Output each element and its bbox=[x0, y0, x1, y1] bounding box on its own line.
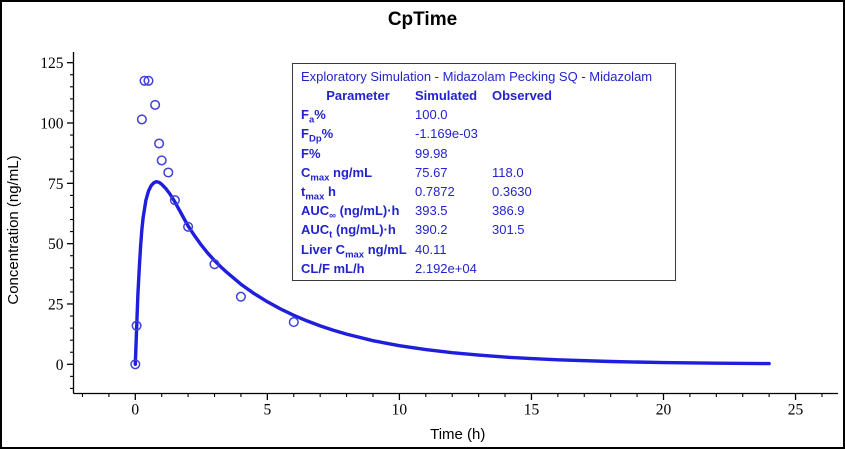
observed-point bbox=[163, 167, 174, 178]
column-header-observed: Observed bbox=[492, 88, 552, 103]
y-tick-label: 100 bbox=[40, 116, 64, 133]
y-tick-label: 25 bbox=[48, 296, 64, 313]
axes bbox=[72, 52, 838, 395]
parameter-row-simulated: 100.0 bbox=[415, 107, 448, 123]
x-axis-ticks: 0 5 10 15 20 25 bbox=[81, 393, 823, 419]
parameter-row-observed: 386.9 bbox=[492, 203, 525, 219]
observed-point bbox=[139, 75, 150, 86]
x-tick-label: 10 bbox=[392, 402, 408, 419]
parameter-row-simulated: 40.11 bbox=[415, 241, 447, 257]
parameter-row-observed: 0.3630 bbox=[492, 184, 532, 200]
observed-point bbox=[183, 221, 194, 232]
parameter-row-label: Fa% bbox=[301, 107, 326, 126]
y-axis-ticks: 0 25 50 75 100 125 bbox=[40, 55, 74, 389]
parameter-row-label: F% bbox=[301, 145, 321, 161]
observed-point bbox=[169, 195, 180, 206]
parameter-row-simulated: -1.169e-03 bbox=[415, 126, 478, 142]
parameter-row-simulated: 390.2 bbox=[415, 222, 448, 238]
parameter-row-observed bbox=[492, 259, 671, 278]
parameter-table: Exploratory Simulation - Midazolam Pecki… bbox=[292, 63, 676, 281]
parameter-row-label: Cmax ng/mL bbox=[301, 164, 373, 184]
parameter-row-label: Liver Cmax ng/mL bbox=[301, 241, 407, 261]
chart-title: CpTime bbox=[387, 9, 458, 30]
parameter-row-label: tmax h bbox=[301, 184, 336, 203]
y-axis-label: Concentration (ng/mL) bbox=[5, 155, 22, 304]
parameter-row-observed: 301.5 bbox=[492, 222, 525, 238]
observed-point bbox=[131, 320, 142, 331]
parameter-row-simulated: 393.5 bbox=[415, 203, 448, 219]
parameter-row-observed bbox=[492, 144, 671, 163]
parameter-row-simulated: 99.98 bbox=[415, 145, 448, 161]
observed-point bbox=[156, 155, 167, 166]
x-tick-label: 5 bbox=[263, 402, 271, 419]
parameter-row-observed bbox=[492, 240, 671, 259]
x-tick-label: 0 bbox=[131, 402, 139, 419]
x-axis-label: Time (h) bbox=[430, 426, 485, 443]
observed-point bbox=[288, 317, 299, 328]
parameter-row-simulated: 0.7872 bbox=[415, 184, 455, 200]
x-tick-label: 25 bbox=[788, 402, 804, 419]
parameter-row-observed bbox=[492, 105, 671, 124]
parameter-row-observed bbox=[492, 124, 671, 143]
y-tick-label: 50 bbox=[48, 236, 64, 253]
y-tick-label: 0 bbox=[56, 357, 64, 374]
column-header-simulated: Simulated bbox=[415, 88, 478, 103]
parameter-row-simulated: 2.192e+04 bbox=[415, 260, 477, 276]
observed-point bbox=[150, 99, 161, 110]
y-tick-label: 75 bbox=[48, 176, 64, 193]
x-tick-label: 15 bbox=[524, 402, 540, 419]
y-tick-label: 125 bbox=[40, 55, 64, 72]
observed-point bbox=[136, 114, 147, 125]
observed-point bbox=[209, 259, 220, 270]
x-tick-label: 20 bbox=[656, 402, 672, 419]
parameter-row-label: AUCt (ng/mL)·h bbox=[301, 222, 396, 242]
parameter-row-label: CL/F mL/h bbox=[301, 260, 365, 276]
parameter-table-grid: Parameter Simulated Observed Fa% 100.0 FDp… bbox=[301, 86, 671, 278]
observed-point bbox=[235, 291, 246, 302]
parameter-row-label: AUC∞ (ng/mL)·h bbox=[301, 203, 400, 222]
parameter-table-title: Exploratory Simulation - Midazolam Pecki… bbox=[301, 69, 653, 84]
parameter-row-observed: 118.0 bbox=[492, 164, 524, 180]
column-header-parameter: Parameter bbox=[326, 88, 390, 103]
parameter-row-label: FDp% bbox=[301, 126, 334, 145]
observed-point bbox=[130, 359, 141, 370]
parameter-row-simulated: 75.67 bbox=[415, 164, 448, 180]
observed-series bbox=[130, 75, 299, 370]
observed-point bbox=[143, 75, 154, 86]
observed-point bbox=[154, 138, 165, 149]
